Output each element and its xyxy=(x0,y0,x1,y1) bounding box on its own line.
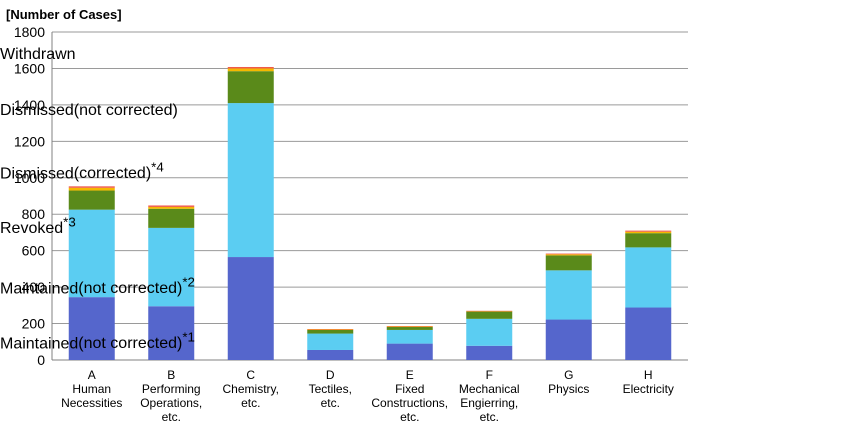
y-tick-label: 400 xyxy=(22,279,46,295)
legend-label: Revoked*3 xyxy=(0,215,76,238)
x-tick-label: etc. xyxy=(321,396,340,410)
legend-item: Revoked*3 xyxy=(0,215,76,238)
bar-segment xyxy=(625,307,672,360)
x-tick-label: etc. xyxy=(241,396,260,410)
y-tick-label: 1200 xyxy=(14,133,45,149)
x-tick-label: Tectiles, xyxy=(309,382,352,396)
bar-segment xyxy=(466,318,513,346)
bar-segment xyxy=(148,227,195,307)
bar-segment xyxy=(227,103,274,258)
bar-segment xyxy=(386,326,433,328)
bar-segment xyxy=(545,253,592,255)
y-tick-label: 800 xyxy=(22,206,46,222)
x-tick-label: Fixed xyxy=(395,382,424,396)
bar-segment xyxy=(148,205,195,207)
legend-item: Maintained(not corrected)*2 xyxy=(0,275,195,298)
y-axis-title: [Number of Cases] xyxy=(6,7,122,22)
bar-segment xyxy=(545,254,592,256)
x-tick-label: C xyxy=(246,368,255,382)
x-tick-label: Mechanical xyxy=(459,382,520,396)
bar-segment xyxy=(386,326,433,327)
x-tick-label: E xyxy=(406,368,414,382)
legend-label: Dismissed(corrected)*4 xyxy=(0,160,164,183)
y-tick-label: 1000 xyxy=(14,170,45,186)
bar-segment xyxy=(68,297,115,360)
legend-label: Dismissed(not corrected) xyxy=(0,102,178,119)
bar-segment xyxy=(307,329,354,334)
x-tick-label: Chemistry, xyxy=(223,382,279,396)
bar-segment xyxy=(227,68,274,72)
x-tick-label: Necessities xyxy=(61,396,122,410)
x-tick-label: Operations, xyxy=(140,396,202,410)
bar-segment xyxy=(466,310,513,312)
x-tick-label: Physics xyxy=(548,382,589,396)
y-tick-label: 0 xyxy=(37,352,45,368)
bar-segment xyxy=(545,255,592,271)
x-tick-label: F xyxy=(486,368,493,382)
bar-segment xyxy=(545,270,592,320)
bar-segment xyxy=(386,343,433,360)
bar-segment xyxy=(466,345,513,360)
x-tick-label: Engierring, xyxy=(460,396,518,410)
bar-segment xyxy=(68,186,115,188)
bar-segment xyxy=(148,208,195,228)
bar-segment xyxy=(307,329,354,330)
legend-item: Maintained(not corrected)*1 xyxy=(0,330,195,353)
bar-segment xyxy=(227,71,274,104)
y-tick-label: 200 xyxy=(22,316,46,332)
x-tick-label: etc. xyxy=(162,410,181,424)
x-tick-label: A xyxy=(88,368,96,382)
bar-segment xyxy=(625,233,672,248)
legend-item: Withdrawn xyxy=(0,46,76,64)
bar-segment xyxy=(68,190,115,210)
bar-segment xyxy=(307,349,354,360)
y-tick-label: 1800 xyxy=(14,24,45,40)
bar-segment xyxy=(148,206,195,209)
x-tick-label: Human xyxy=(72,382,111,396)
legend-item: Dismissed(corrected)*4 xyxy=(0,160,164,183)
x-tick-label: Constructions, xyxy=(371,396,448,410)
y-tick-label: 1400 xyxy=(14,97,45,113)
bar-segment xyxy=(307,333,354,350)
bar-segment xyxy=(625,230,672,232)
x-tick-label: etc. xyxy=(400,410,419,424)
x-tick-label: etc. xyxy=(480,410,499,424)
bar-segment xyxy=(625,247,672,308)
bar-segment xyxy=(148,306,195,360)
legend-label: Withdrawn xyxy=(0,46,76,63)
bar-segment xyxy=(227,66,274,69)
bar-segment xyxy=(466,311,513,312)
x-tick-label: D xyxy=(326,368,335,382)
bar-segment xyxy=(545,319,592,360)
y-tick-label: 1600 xyxy=(14,60,45,76)
x-tick-label: G xyxy=(564,368,573,382)
x-tick-label: Electricity xyxy=(623,382,674,396)
bar-segment xyxy=(386,327,433,330)
bar-segment xyxy=(307,329,354,330)
legend-label: Maintained(not corrected)*1 xyxy=(0,330,195,353)
bar-segment xyxy=(625,231,672,234)
x-tick-label: B xyxy=(167,368,175,382)
bar-segment xyxy=(227,257,274,360)
bar-segment xyxy=(466,311,513,319)
legend-label: Maintained(not corrected)*2 xyxy=(0,275,195,298)
x-tick-label: Performing xyxy=(142,382,201,396)
bar-segment xyxy=(68,187,115,191)
bar-segment xyxy=(386,329,433,344)
bar-segment xyxy=(68,209,115,298)
y-tick-label: 600 xyxy=(22,243,46,259)
legend-item: Dismissed(not corrected) xyxy=(0,102,178,120)
x-tick-label: H xyxy=(644,368,653,382)
